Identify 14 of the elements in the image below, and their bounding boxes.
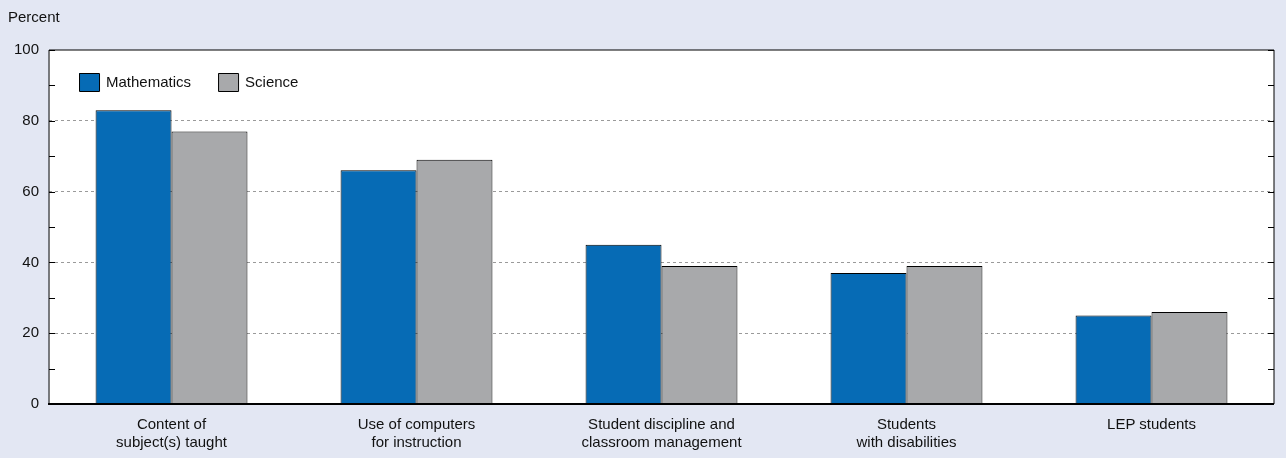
x-tick-label: Students with disabilities bbox=[855, 415, 957, 451]
y-tick-label: 100 bbox=[14, 40, 40, 58]
y-tick-label: 40 bbox=[22, 252, 40, 270]
x-tick-label: Student discipline and classroom management bbox=[581, 415, 743, 451]
y-tick-label: 20 bbox=[22, 323, 40, 341]
x-tick-label: Use of computers for instruction bbox=[357, 415, 476, 451]
x-tick-label: Content of subject(s) taught bbox=[116, 415, 228, 451]
y-tick-label: 80 bbox=[22, 110, 40, 128]
y-tick-label: 60 bbox=[22, 181, 40, 199]
x-tick-label: LEP students bbox=[1107, 415, 1196, 433]
y-tick-label: 0 bbox=[30, 394, 40, 412]
y-axis-title: Percent bbox=[8, 8, 61, 26]
legend-label: Mathematics bbox=[106, 73, 192, 91]
legend-label: Science bbox=[245, 73, 299, 91]
